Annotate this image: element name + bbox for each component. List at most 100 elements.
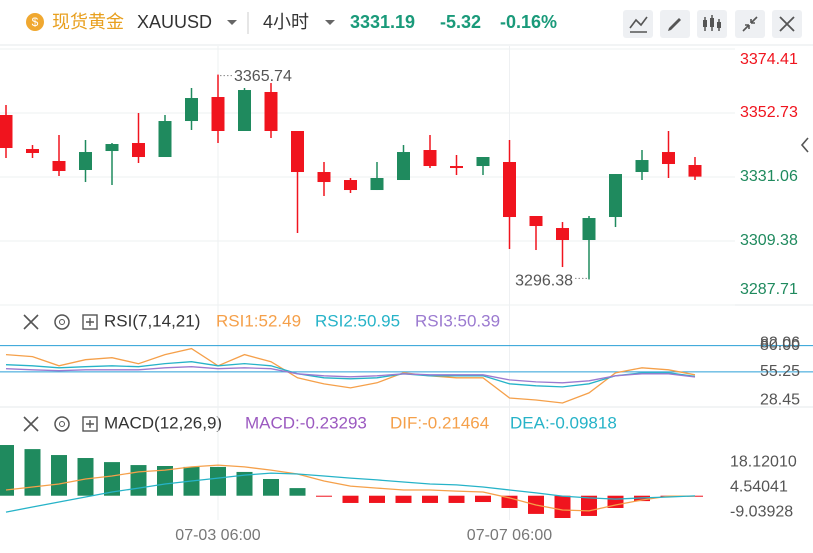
macd-bar bbox=[316, 495, 332, 497]
candle-body bbox=[688, 165, 702, 177]
gold-icon bbox=[26, 13, 44, 31]
candle-body bbox=[662, 152, 675, 165]
macd-bar bbox=[422, 495, 438, 503]
macd-bar bbox=[236, 471, 253, 496]
candle-body bbox=[609, 174, 622, 218]
legend-entry: DEA:-0.09818 bbox=[510, 413, 617, 432]
candle-body bbox=[556, 228, 569, 241]
add-indicator[interactable] bbox=[82, 416, 98, 432]
candle-body bbox=[291, 130, 304, 173]
tool-indicator[interactable] bbox=[623, 10, 653, 38]
legend-entry: DIF:-0.21464 bbox=[390, 413, 489, 432]
macd-bar bbox=[263, 479, 279, 496]
y-tick-label: 3374.41 bbox=[740, 51, 798, 68]
y-tick-label: 3309.38 bbox=[740, 232, 798, 249]
tool-candle-icon bbox=[710, 18, 714, 27]
candle-body bbox=[238, 90, 251, 131]
macd-bar bbox=[448, 495, 465, 503]
legend-entry: RSI2:50.95 bbox=[315, 311, 400, 330]
macd-bar bbox=[395, 495, 412, 503]
macd-bar bbox=[157, 466, 173, 496]
y-tick-label: 18.12010 bbox=[730, 453, 797, 470]
indicator-line bbox=[5, 464, 695, 512]
candle-body bbox=[635, 160, 649, 173]
add-indicator bbox=[86, 318, 94, 326]
close-indicator[interactable] bbox=[23, 416, 39, 432]
legend-entry: MACD:-0.23293 bbox=[245, 413, 367, 432]
tool-indicator-icon bbox=[629, 16, 648, 33]
indicator-line bbox=[5, 366, 696, 384]
y-tick-label: 3352.73 bbox=[740, 104, 798, 121]
candle-body bbox=[52, 160, 66, 172]
toolbar bbox=[623, 10, 802, 38]
candle-body bbox=[79, 152, 92, 171]
macd-bar bbox=[130, 465, 147, 496]
y-tick-label: -9.03928 bbox=[730, 504, 793, 521]
macd-bar bbox=[104, 462, 120, 496]
dropdown-arrow[interactable] bbox=[325, 20, 335, 25]
candle-body bbox=[582, 218, 596, 241]
candle-body bbox=[132, 143, 145, 158]
add-indicator bbox=[86, 420, 94, 428]
macd-bar bbox=[24, 449, 41, 496]
close-indicator[interactable] bbox=[23, 314, 39, 330]
candle-body bbox=[344, 180, 357, 191]
last-price: 3331.19 bbox=[350, 12, 415, 32]
indicator-line bbox=[5, 472, 696, 513]
y-tick-label: 82.06 bbox=[760, 335, 800, 352]
candle-body bbox=[264, 91, 278, 131]
settings-indicator bbox=[59, 421, 65, 427]
interval[interactable]: 4小时 bbox=[263, 12, 309, 32]
y-tick-label: 4.54041 bbox=[730, 479, 788, 496]
candle-body bbox=[397, 152, 410, 181]
dropdown-arrow[interactable] bbox=[227, 20, 237, 25]
x-tick-label: 07-03 06:00 bbox=[175, 527, 261, 544]
gold-icon-glyph: $ bbox=[32, 15, 39, 29]
candle-body bbox=[503, 162, 516, 218]
tool-candle-icon bbox=[717, 22, 721, 28]
y-tick-label: 55.25 bbox=[760, 363, 800, 380]
instrument-name[interactable]: 现货黄金 bbox=[52, 12, 124, 32]
settings-indicator[interactable] bbox=[54, 314, 70, 330]
indicator-line bbox=[5, 347, 696, 404]
candle-body bbox=[476, 157, 490, 167]
rsi-controls bbox=[23, 314, 98, 330]
rsi-title: RSI(7,14,21) bbox=[104, 311, 200, 330]
legend-entry: RSI3:50.39 bbox=[415, 311, 500, 330]
y-tick-label: 28.45 bbox=[760, 391, 800, 408]
tool-close-icon bbox=[779, 16, 795, 32]
candle-body bbox=[423, 150, 437, 167]
legend-entry: RSI1:52.49 bbox=[216, 311, 301, 330]
macd-bar bbox=[210, 466, 226, 496]
tool-shrink[interactable] bbox=[735, 10, 765, 38]
candle-body bbox=[185, 98, 198, 122]
candle-body bbox=[370, 178, 384, 191]
macd-bar bbox=[51, 455, 67, 496]
low-annotation: 3296.38 bbox=[515, 273, 573, 290]
macd-bar bbox=[342, 495, 359, 503]
macd-bar bbox=[475, 495, 491, 503]
add-indicator[interactable] bbox=[82, 314, 98, 330]
macd-controls bbox=[23, 416, 98, 432]
tool-candle-icon bbox=[703, 20, 707, 27]
macd-bar bbox=[0, 445, 14, 496]
settings-indicator[interactable] bbox=[54, 416, 70, 432]
candle-body bbox=[529, 216, 543, 227]
collapse-arrow[interactable] bbox=[800, 137, 809, 153]
macd-bar bbox=[554, 495, 571, 518]
candle-body bbox=[0, 114, 13, 149]
settings-indicator bbox=[59, 319, 65, 325]
macd-bar bbox=[77, 458, 94, 496]
x-tick-label: 07-07 06:00 bbox=[467, 527, 553, 544]
candle-body bbox=[158, 121, 172, 158]
y-tick-label: 3331.06 bbox=[740, 168, 798, 185]
candle-body bbox=[211, 97, 225, 131]
high-annotation: 3365.74 bbox=[234, 68, 292, 85]
tool-shrink-icon bbox=[742, 16, 758, 32]
price-change-pct: -0.16% bbox=[500, 12, 557, 32]
tool-draw-icon bbox=[668, 18, 681, 31]
instrument-symbol[interactable]: XAUUSD bbox=[137, 12, 212, 32]
price-change: -5.32 bbox=[440, 12, 481, 32]
candle-body bbox=[317, 172, 331, 183]
